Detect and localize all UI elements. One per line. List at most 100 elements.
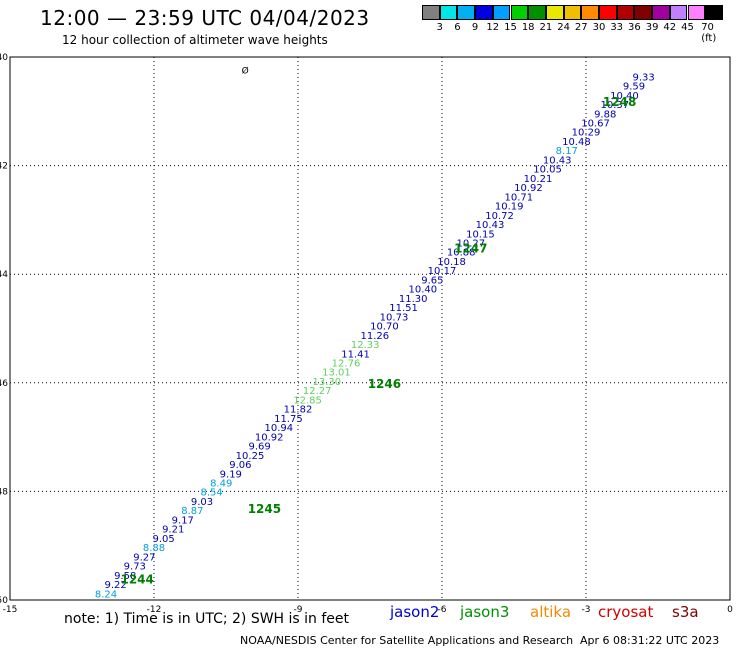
wave-height-point: 9.59 [623,82,645,93]
color-scale-label: 30 [592,22,606,33]
wave-height-point: 8.49 [210,479,232,490]
pass-number-label: 1245 [248,502,281,516]
color-scale-label: 6 [454,22,461,33]
wave-height-point: 8.88 [143,543,165,554]
wave-height-point: 10.40 [408,285,437,296]
wave-height-point: 8.17 [556,146,578,157]
wave-height-point: 9.73 [124,562,146,573]
color-scale-label: 21 [539,22,553,33]
x-tick-label: -6 [438,605,447,615]
color-swatch [652,5,670,20]
color-scale-label: 3 [436,22,443,33]
color-swatch [616,5,635,20]
wave-height-point: 11.26 [360,331,389,342]
wave-height-point: 10.17 [428,266,457,277]
color-scale-label: 39 [645,22,659,33]
wave-height-point: 8.24 [95,589,117,600]
y-tick-label: -40 [0,53,8,63]
legend-source-s3a: s3a [672,603,699,621]
color-swatch [634,5,653,20]
chart-annotations: 1244 1245 1246 1247 1248 Ø [120,65,636,586]
wave-height-point: 10.43 [543,155,572,166]
wave-height-point: 10.73 [380,312,409,323]
wave-height-point: 10.25 [236,451,265,462]
color-swatch [422,5,440,20]
color-swatch [581,5,599,20]
color-scale-label: 15 [504,22,517,33]
pass-number-label: 1247 [454,241,487,255]
x-tick-label: 0 [727,605,733,615]
wave-height-point: 11.41 [341,349,370,360]
footer-source: NOAA/NESDIS Center for Satellite Applica… [240,634,574,647]
wave-height-point: 10.40 [610,91,639,102]
wave-height-point: 10.92 [255,432,284,443]
color-swatch [475,5,493,20]
wave-height-point: 10.29 [572,128,601,139]
color-swatch [492,5,511,20]
wave-height-point: 9.21 [162,525,184,536]
wave-height-point: 9.33 [632,72,654,83]
legend-source-cryosat: cryosat [598,603,654,621]
wave-height-point: 8.54 [200,488,222,499]
wave-height-point: 9.17 [172,515,194,526]
wave-height-point: 12.85 [293,395,322,406]
wave-height-point: 10.19 [495,202,524,213]
pass-number-label: 1246 [368,377,401,391]
footnote: note: 1) Time is in UTC; 2) SWH is in fe… [64,611,350,627]
color-swatch [705,5,723,20]
pass-number-label: 1244 [120,573,153,587]
wave-height-point: 9.65 [421,275,443,286]
wave-height-point: 10.15 [466,229,495,240]
wave-height-point: 10.94 [264,423,293,434]
color-scale-label: 36 [628,22,641,33]
x-tick-label: -15 [3,605,18,615]
x-tick-label: -9 [294,605,303,615]
isolated-point-marker: Ø [242,65,249,76]
wave-height-point: 9.27 [133,552,155,563]
y-tick-label: -44 [0,270,8,280]
wave-height-point: 10.21 [524,174,553,185]
wave-height-point: 9.88 [594,109,616,120]
chart-points: 8.249.229.589.739.278.889.059.219.178.87… [95,72,655,600]
wave-height-point: 10.67 [581,119,610,130]
color-swatch [457,5,476,20]
color-scale-label: 9 [471,22,479,33]
color-scale-label: 70 (ft) [701,22,717,44]
color-scale-label: 42 [663,22,677,33]
color-scale-label: 18 [521,22,535,33]
wave-height-point: 9.69 [248,442,270,453]
color-scale-label: 24 [557,22,570,33]
pass-number-label: 1248 [603,95,636,109]
color-swatch [599,5,617,20]
wave-height-point: 9.05 [152,534,174,545]
color-scale-label: 12 [486,22,500,33]
x-tick-label: -12 [147,605,162,615]
wave-height-point: 10.92 [514,183,543,194]
wave-height-point: 13.30 [312,377,341,388]
wave-height-point: 11.30 [399,294,428,305]
wave-height-point: 10.48 [562,137,591,148]
color-swatch [528,5,546,20]
plot-frame [9,56,731,601]
page-subtitle: 12 hour collection of altimeter wave hei… [62,33,328,47]
legend-source-jason3: jason3 [460,603,510,621]
wave-height-point: 8.87 [181,506,203,517]
wave-height-point: 11.51 [389,303,418,314]
wave-height-point: 11.75 [274,414,303,425]
y-tick-label: -50 [0,596,8,606]
wave-height-point: 11.82 [284,405,313,416]
wave-height-point: 9.03 [191,497,213,508]
wave-height-point: 13.01 [322,368,351,379]
wave-height-point: 10.72 [485,211,514,222]
wave-height-point: 10.71 [504,192,533,203]
y-tick-label: -42 [0,162,8,172]
wave-height-point: 10.43 [476,220,505,231]
wave-height-point: 10.27 [456,239,485,250]
color-swatch [510,5,529,20]
color-swatch [669,5,688,20]
legend-source-jason2: jason2 [390,603,440,621]
footer-date: Apr 6 08:31:22 UTC 2023 [580,634,720,647]
color-swatch [545,5,564,20]
color-swatch [687,5,706,20]
